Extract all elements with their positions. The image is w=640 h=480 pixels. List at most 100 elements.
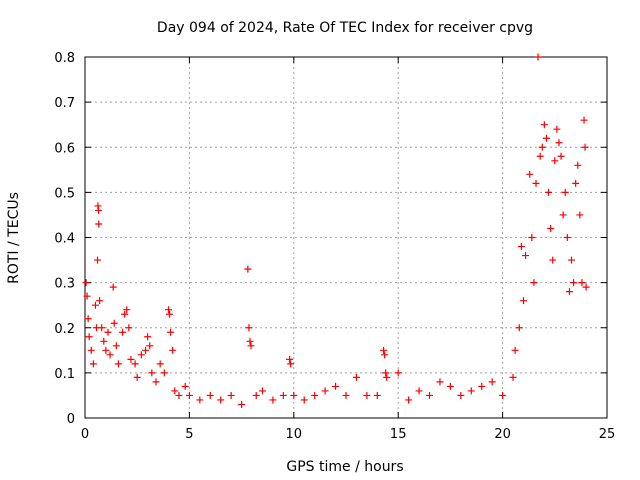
data-point [245,324,253,332]
data-point [181,382,189,390]
data-point [87,346,95,354]
x-tick-label: 20 [494,427,511,442]
data-point [94,256,102,264]
data-point [559,211,567,219]
data-point [553,125,561,133]
data-point [100,337,108,345]
data-point [175,391,183,399]
data-point [102,346,110,354]
data-point [582,283,590,291]
data-point [555,139,563,147]
data-point [540,121,548,129]
x-tick-label: 10 [286,427,303,442]
data-point [526,170,534,178]
data-point [83,292,91,300]
data-point [499,391,507,399]
data-point [565,288,573,296]
y-tick-label: 0.3 [54,277,75,292]
y-tick-label: 0 [67,412,75,427]
data-point [300,396,308,404]
data-point [82,279,90,287]
data-point [561,188,569,196]
data-point [576,211,584,219]
data-point [269,396,277,404]
data-point [538,143,546,151]
data-point [383,373,391,381]
data-point [290,391,298,399]
data-point [342,391,350,399]
data-point [227,391,235,399]
data-point [415,387,423,395]
data-point [363,391,371,399]
data-point [457,391,465,399]
data-point [109,283,117,291]
data-point [127,355,135,363]
data-point [563,234,571,241]
data-point [123,306,131,314]
data-point [509,373,517,381]
data-point [112,342,120,350]
data-point [572,179,580,187]
data-point [542,134,550,142]
data-point [352,373,360,381]
data-point [522,252,530,260]
y-tick-label: 0.7 [54,96,75,111]
data-point [570,279,578,287]
y-tick-label: 0.1 [54,367,75,382]
data-point [581,143,589,151]
data-point [185,391,193,399]
x-tick-label: 0 [81,427,89,442]
data-point [156,360,164,368]
x-axis-label: GPS time / hours [286,459,403,475]
data-point [114,360,122,368]
data-point [519,297,527,305]
data-point [446,382,454,390]
data-point [373,391,381,399]
y-axis-label: ROTI / TECUs [6,192,22,284]
data-point [94,202,102,210]
axis-ticks: 0 5 10 15 20 25 0 0.1 0.2 0.3 0.4 0.5 0.6 0.7 0.8 [54,51,615,442]
data-point [252,391,260,399]
data-point [528,234,536,241]
data-point [436,378,444,386]
data-point [286,355,294,363]
data-point [246,337,254,345]
data-point [580,116,588,124]
data-point [287,360,295,368]
data-point [244,265,252,273]
y-tick-label: 0.6 [54,141,75,156]
data-point [95,220,103,228]
data-point [167,328,175,336]
data-points [82,53,590,408]
data-point [98,324,106,332]
data-point [217,396,225,404]
data-point [574,161,582,169]
data-point [549,256,557,264]
y-tick-label: 0.4 [54,232,75,247]
data-point [133,373,141,381]
data-point [166,310,174,318]
data-point [488,378,496,386]
data-point [84,315,92,323]
data-point [551,157,559,165]
data-point [89,360,97,368]
data-point [394,369,402,377]
y-tick-label: 0.8 [54,51,75,66]
data-point [279,391,287,399]
data-point [578,279,586,287]
data-point [545,188,553,196]
data-point [382,369,390,377]
data-point [148,369,156,377]
data-point [517,243,525,251]
data-point [146,342,154,350]
data-point [165,306,173,314]
data-point [332,382,340,390]
data-point [131,360,139,368]
data-point [536,152,544,160]
data-point [238,400,246,408]
data-point [95,206,103,214]
data-point [478,382,486,390]
data-point [160,369,168,377]
data-point [557,152,565,160]
data-point [467,387,475,395]
